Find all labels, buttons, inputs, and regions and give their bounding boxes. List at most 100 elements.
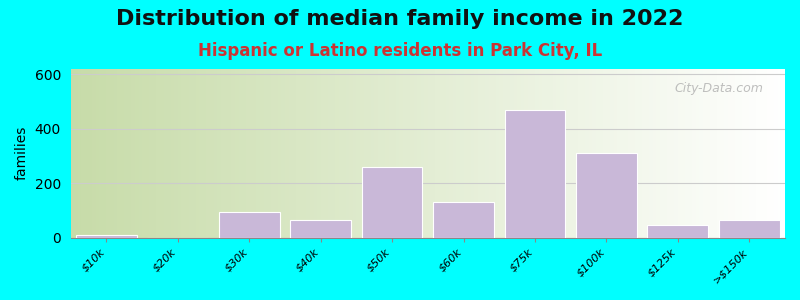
Bar <box>421 69 424 238</box>
Bar <box>221 69 224 238</box>
Bar <box>231 69 235 238</box>
Bar <box>674 69 678 238</box>
Bar <box>474 69 478 238</box>
Bar <box>89 69 92 238</box>
Bar <box>499 69 503 238</box>
Bar <box>689 69 692 238</box>
Bar <box>290 220 351 238</box>
Bar <box>399 69 403 238</box>
Bar <box>378 69 382 238</box>
Bar <box>299 69 303 238</box>
Bar <box>535 69 538 238</box>
Bar <box>735 69 738 238</box>
Bar <box>460 69 463 238</box>
Bar <box>185 69 189 238</box>
Bar <box>138 69 142 238</box>
Bar <box>214 69 217 238</box>
Bar <box>102 69 106 238</box>
Bar <box>353 69 356 238</box>
Bar <box>617 69 621 238</box>
Bar <box>210 69 214 238</box>
Bar <box>146 69 150 238</box>
Bar <box>542 69 546 238</box>
Bar <box>96 69 99 238</box>
Bar <box>296 69 299 238</box>
Bar <box>317 69 321 238</box>
Bar <box>731 69 735 238</box>
Bar <box>228 69 231 238</box>
Bar <box>746 69 750 238</box>
Bar <box>610 69 614 238</box>
Bar <box>360 69 363 238</box>
Bar <box>767 69 770 238</box>
Bar <box>356 69 360 238</box>
Bar <box>753 69 757 238</box>
Bar <box>150 69 153 238</box>
Bar <box>596 69 599 238</box>
Bar <box>457 69 460 238</box>
Bar <box>657 69 660 238</box>
Bar <box>310 69 314 238</box>
Bar <box>382 69 385 238</box>
Bar <box>114 69 117 238</box>
Bar <box>74 69 78 238</box>
Bar <box>589 69 592 238</box>
Bar <box>285 69 289 238</box>
Bar <box>128 69 131 238</box>
Bar <box>738 69 742 238</box>
Bar <box>719 220 780 238</box>
Bar <box>203 69 206 238</box>
Bar <box>192 69 196 238</box>
Bar <box>324 69 328 238</box>
Bar <box>603 69 606 238</box>
Bar <box>110 69 114 238</box>
Bar <box>78 69 82 238</box>
Bar <box>492 69 496 238</box>
Bar <box>553 69 557 238</box>
Bar <box>135 69 138 238</box>
Bar <box>117 69 121 238</box>
Bar <box>99 69 102 238</box>
Bar <box>235 69 238 238</box>
Bar <box>692 69 696 238</box>
Bar <box>274 69 278 238</box>
Bar <box>624 69 628 238</box>
Bar <box>567 69 570 238</box>
Bar <box>717 69 721 238</box>
Bar <box>217 69 221 238</box>
Bar <box>631 69 635 238</box>
Bar <box>446 69 450 238</box>
Bar <box>250 69 253 238</box>
Bar <box>653 69 657 238</box>
Bar <box>278 69 282 238</box>
Bar <box>417 69 421 238</box>
Bar <box>385 69 389 238</box>
Bar <box>331 69 335 238</box>
Bar <box>410 69 414 238</box>
Bar <box>406 69 410 238</box>
Bar <box>414 69 417 238</box>
Bar <box>728 69 731 238</box>
Bar <box>396 69 399 238</box>
Bar <box>628 69 631 238</box>
Bar <box>314 69 317 238</box>
Bar <box>363 69 367 238</box>
Bar <box>342 69 346 238</box>
Bar <box>338 69 342 238</box>
Bar <box>270 69 274 238</box>
Bar <box>92 69 96 238</box>
Bar <box>710 69 714 238</box>
Bar <box>478 69 482 238</box>
Bar <box>306 69 310 238</box>
Bar <box>267 69 270 238</box>
Bar <box>621 69 624 238</box>
Bar <box>682 69 685 238</box>
Bar <box>256 69 260 238</box>
Bar <box>585 69 589 238</box>
Bar <box>350 69 353 238</box>
Bar <box>592 69 596 238</box>
Bar <box>638 69 642 238</box>
Y-axis label: families: families <box>15 126 29 180</box>
Bar <box>219 212 279 238</box>
Bar <box>70 69 74 238</box>
